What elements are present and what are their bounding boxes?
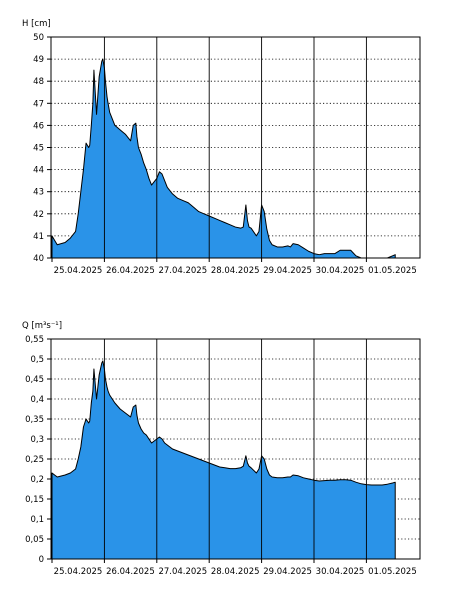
h-y-tick-label: 44	[33, 166, 44, 176]
h-x-tick-label: 27.04.2025	[158, 266, 207, 276]
q-area	[51, 360, 396, 560]
q-y-tick-label: 0,35	[25, 415, 44, 425]
q-y-tick-label: 0,3	[30, 435, 44, 445]
discharge-chart: Q [m³s⁻¹] 00,050,10,150,20,250,30,350,40…	[22, 321, 421, 577]
h-x-axis: 25.04.2025 26.04.2025 27.04.2025 28.04.2025…	[51, 258, 417, 276]
h-y-axis: 40 41 42 43 44 45 46 47 48 49 50	[33, 33, 51, 264]
q-y-tick-label: 0,1	[30, 515, 44, 525]
q-y-tick-label: 0,05	[25, 535, 44, 545]
q-x-tick-label: 26.04.2025	[106, 567, 155, 577]
q-x-axis: 25.04.2025 26.04.2025 27.04.2025 28.04.2025…	[51, 559, 417, 577]
h-y-tick-label: 47	[33, 99, 44, 109]
q-x-tick-label: 01.05.2025	[368, 567, 417, 577]
h-y-tick-label: 46	[33, 121, 44, 131]
q-x-tick-label: 29.04.2025	[263, 567, 312, 577]
q-y-tick-label: 0	[39, 555, 44, 565]
q-y-tick-label: 0,25	[25, 455, 44, 465]
q-plot-frame	[50, 338, 421, 560]
h-x-tick-label: 28.04.2025	[211, 266, 260, 276]
q-axis-title: Q [m³s⁻¹]	[22, 321, 62, 331]
h-daylines	[103, 37, 367, 258]
h-x-tick-label: 29.04.2025	[263, 266, 312, 276]
q-daylines	[103, 339, 367, 559]
q-x-tick-label: 28.04.2025	[211, 567, 260, 577]
q-y-tick-label: 0,55	[25, 335, 44, 345]
h-y-tick-label: 42	[33, 210, 44, 220]
h-y-tick-label: 43	[33, 188, 44, 198]
q-y-tick-label: 0,4	[30, 395, 44, 405]
h-x-tick-label: 26.04.2025	[106, 266, 155, 276]
q-y-tick-label: 0,15	[25, 495, 44, 505]
h-y-tick-label: 50	[33, 33, 44, 43]
h-x-tick-label: 30.04.2025	[316, 266, 365, 276]
h-axis-title: H [cm]	[22, 19, 51, 29]
h-y-tick-label: 49	[33, 55, 44, 65]
h-x-tick-label: 25.04.2025	[54, 266, 103, 276]
h-y-tick-label: 40	[33, 254, 44, 264]
q-y-tick-label: 0,45	[25, 375, 44, 385]
h-area	[51, 58, 396, 259]
q-x-tick-label: 27.04.2025	[158, 567, 207, 577]
q-y-tick-label: 0,2	[30, 475, 44, 485]
h-y-tick-label: 48	[33, 77, 44, 87]
q-y-axis: 0 0,05 0,1 0,15 0,2 0,25 0,3 0,35 0,4 0,45 0,5 0,55	[25, 335, 51, 565]
h-x-tick-label: 01.05.2025	[368, 266, 417, 276]
q-y-tick-label: 0,5	[30, 355, 44, 365]
q-x-tick-label: 25.04.2025	[54, 567, 103, 577]
q-x-tick-label: 30.04.2025	[316, 567, 365, 577]
water-level-chart: H [cm] 40 41 42 43 44 45 46 47 48 49 50 25.04.2025…	[22, 19, 421, 276]
h-y-tick-label: 41	[33, 232, 44, 242]
h-y-tick-label: 45	[33, 144, 44, 154]
